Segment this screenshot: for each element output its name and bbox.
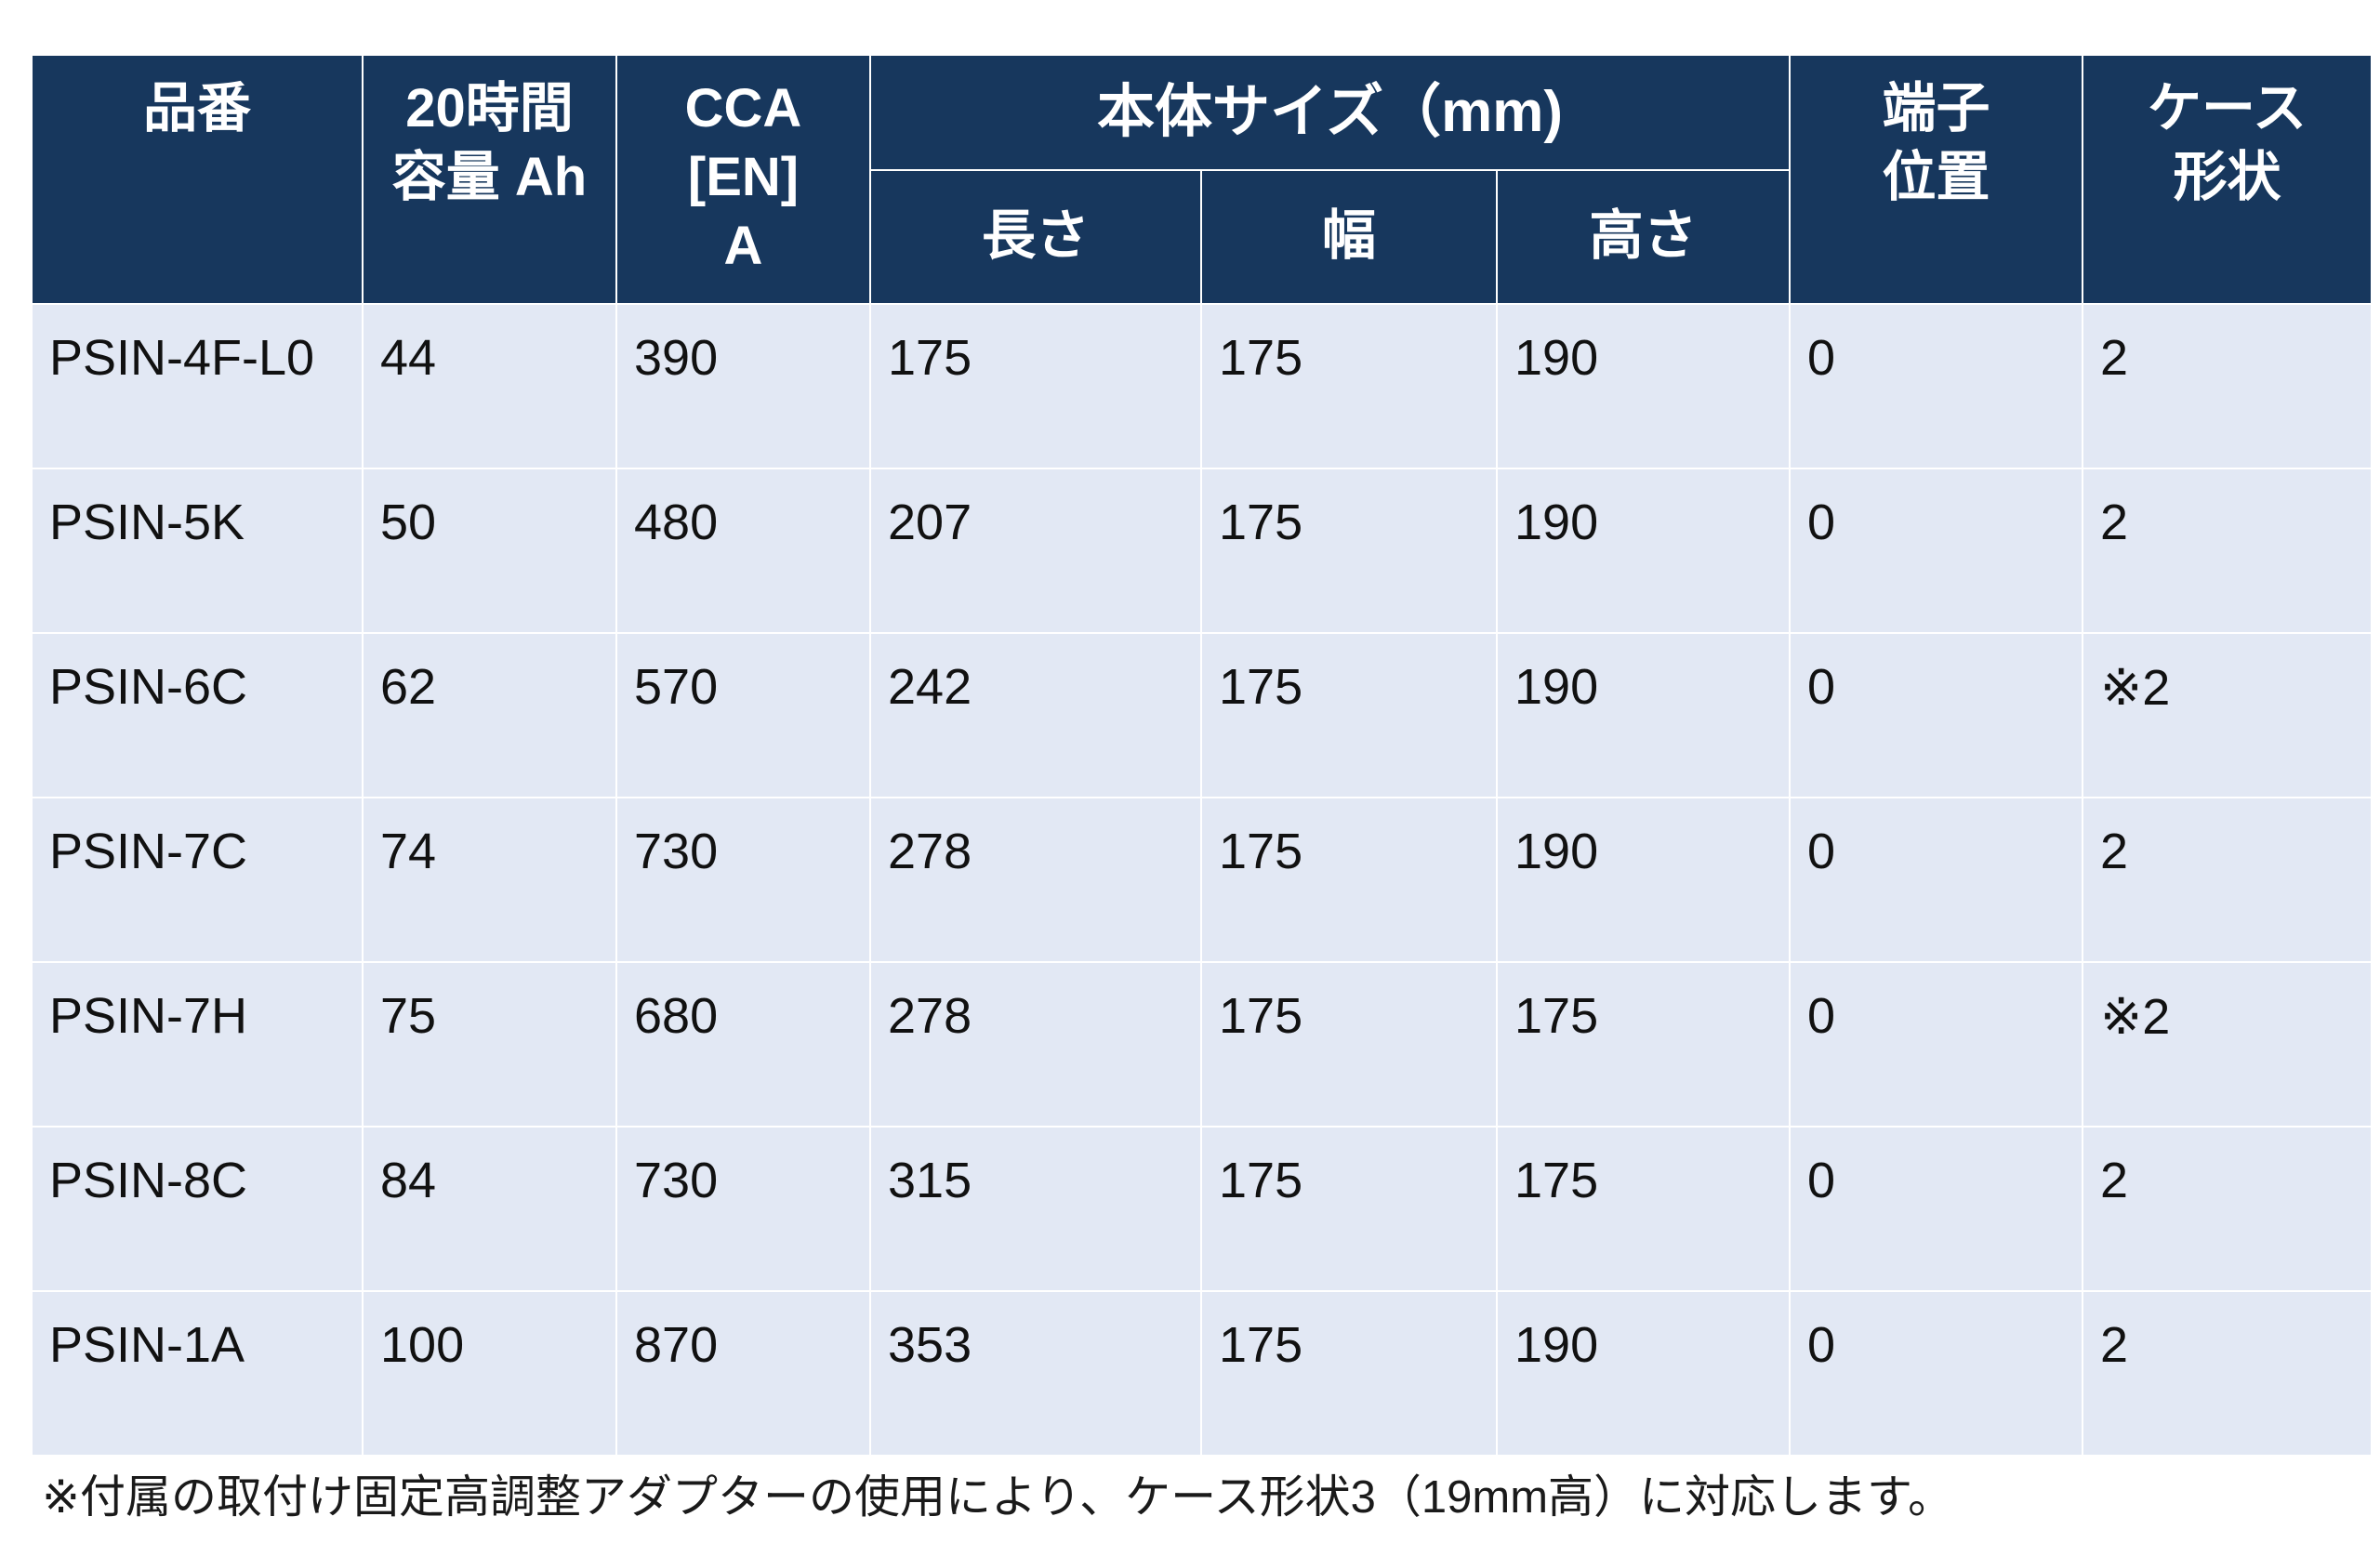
cell-case: 2 bbox=[2082, 797, 2373, 963]
cell-height: 190 bbox=[1495, 1290, 1792, 1457]
cell-length: 315 bbox=[869, 1126, 1202, 1292]
table-row: PSIN-7C 74 730 278 175 190 0 2 bbox=[31, 797, 2373, 963]
header-part-number: 品番 bbox=[31, 54, 364, 305]
table-row: PSIN-1A 100 870 353 175 190 0 2 bbox=[31, 1290, 2373, 1457]
footnote: ※付属の取付け固定高調整アダプターの使用により、ケース形状3（19mm高）に対応… bbox=[42, 1472, 1954, 1523]
cell-height: 175 bbox=[1495, 1126, 1792, 1292]
header-capacity: 20時間 容量 Ah bbox=[362, 54, 617, 305]
cell-cca: 680 bbox=[615, 961, 871, 1128]
table-row: PSIN-5K 50 480 207 175 190 0 2 bbox=[31, 468, 2373, 634]
cell-height: 190 bbox=[1495, 797, 1792, 963]
header-body-size: 本体サイズ（mm) bbox=[868, 54, 1792, 171]
cell-length: 242 bbox=[869, 632, 1202, 798]
cell-part-number: PSIN-5K bbox=[31, 468, 364, 634]
cell-cca: 730 bbox=[615, 1126, 871, 1292]
cell-case: ※2 bbox=[2082, 632, 2373, 798]
table-row: PSIN-6C 62 570 242 175 190 0 ※2 bbox=[31, 632, 2373, 798]
spec-table: 品番 20時間 容量 Ah CCA [EN] A 本体サイズ（mm) 端子 位置… bbox=[31, 54, 2373, 1457]
cell-cca: 480 bbox=[615, 468, 871, 634]
cell-length: 278 bbox=[869, 961, 1202, 1128]
cell-terminal: 0 bbox=[1789, 961, 2084, 1128]
cell-capacity: 84 bbox=[362, 1126, 617, 1292]
cell-terminal: 0 bbox=[1789, 468, 2084, 634]
cell-width: 175 bbox=[1200, 468, 1498, 634]
header-height: 高さ bbox=[1495, 169, 1792, 305]
cell-part-number: PSIN-8C bbox=[31, 1126, 364, 1292]
cell-terminal: 0 bbox=[1789, 632, 2084, 798]
cell-case: 2 bbox=[2082, 1290, 2373, 1457]
cell-part-number: PSIN-1A bbox=[31, 1290, 364, 1457]
cell-cca: 390 bbox=[615, 303, 871, 469]
table-body: PSIN-4F-L0 44 390 175 175 190 0 2 PSIN-5… bbox=[31, 303, 2373, 1457]
header-row-top: 品番 20時間 容量 Ah CCA [EN] A 本体サイズ（mm) 端子 位置… bbox=[31, 54, 2373, 305]
table-row: PSIN-4F-L0 44 390 175 175 190 0 2 bbox=[31, 303, 2373, 469]
cell-capacity: 62 bbox=[362, 632, 617, 798]
cell-width: 175 bbox=[1200, 1126, 1498, 1292]
cell-height: 190 bbox=[1495, 632, 1792, 798]
cell-terminal: 0 bbox=[1789, 303, 2084, 469]
cell-part-number: PSIN-6C bbox=[31, 632, 364, 798]
cell-capacity: 100 bbox=[362, 1290, 617, 1457]
cell-case: 2 bbox=[2082, 303, 2373, 469]
cell-case: ※2 bbox=[2082, 961, 2373, 1128]
cell-width: 175 bbox=[1200, 1290, 1498, 1457]
cell-capacity: 50 bbox=[362, 468, 617, 634]
cell-width: 175 bbox=[1200, 303, 1498, 469]
cell-width: 175 bbox=[1200, 632, 1498, 798]
cell-part-number: PSIN-7C bbox=[31, 797, 364, 963]
cell-terminal: 0 bbox=[1789, 1126, 2084, 1292]
table-row: PSIN-7H 75 680 278 175 175 0 ※2 bbox=[31, 961, 2373, 1128]
header-row-sub: 長さ 幅 高さ bbox=[32, 169, 2372, 305]
cell-capacity: 74 bbox=[362, 797, 617, 963]
header-cca: CCA [EN] A bbox=[615, 54, 871, 305]
header-length: 長さ bbox=[869, 169, 1202, 305]
cell-width: 175 bbox=[1200, 797, 1498, 963]
cell-terminal: 0 bbox=[1789, 1290, 2084, 1457]
cell-height: 190 bbox=[1495, 303, 1792, 469]
cell-cca: 570 bbox=[615, 632, 871, 798]
cell-length: 207 bbox=[869, 468, 1202, 634]
table-row: PSIN-8C 84 730 315 175 175 0 2 bbox=[31, 1126, 2373, 1292]
cell-width: 175 bbox=[1200, 961, 1498, 1128]
cell-case: 2 bbox=[2082, 1126, 2373, 1292]
cell-length: 278 bbox=[869, 797, 1202, 963]
cell-height: 175 bbox=[1495, 961, 1792, 1128]
cell-part-number: PSIN-4F-L0 bbox=[31, 303, 364, 469]
header-terminal: 端子 位置 bbox=[1789, 54, 2084, 305]
header-case: ケース 形状 bbox=[2082, 54, 2373, 305]
cell-cca: 870 bbox=[615, 1290, 871, 1457]
cell-length: 175 bbox=[869, 303, 1202, 469]
cell-capacity: 44 bbox=[362, 303, 617, 469]
cell-cca: 730 bbox=[615, 797, 871, 963]
cell-height: 190 bbox=[1495, 468, 1792, 634]
cell-case: 2 bbox=[2082, 468, 2373, 634]
cell-capacity: 75 bbox=[362, 961, 617, 1128]
table-header: 品番 20時間 容量 Ah CCA [EN] A 本体サイズ（mm) 端子 位置… bbox=[31, 54, 2373, 305]
cell-terminal: 0 bbox=[1789, 797, 2084, 963]
header-width: 幅 bbox=[1200, 169, 1498, 305]
cell-part-number: PSIN-7H bbox=[31, 961, 364, 1128]
cell-length: 353 bbox=[869, 1290, 1202, 1457]
